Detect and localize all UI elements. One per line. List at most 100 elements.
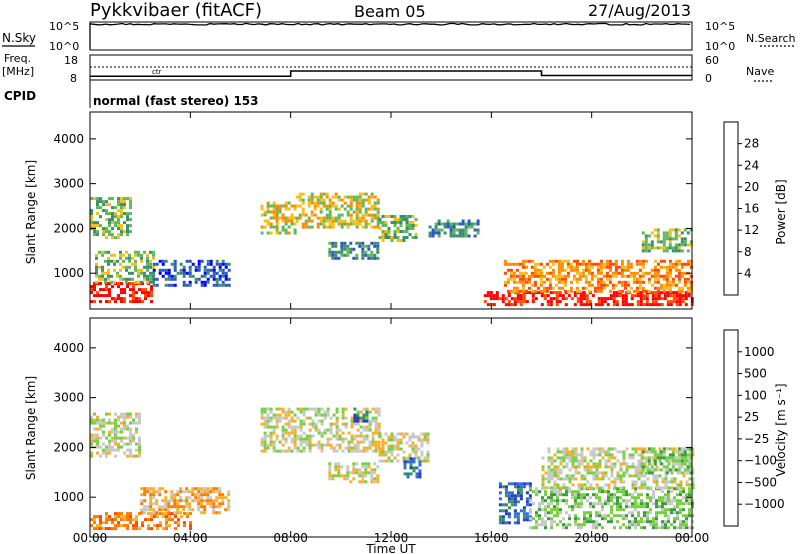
heatmap-cell	[525, 497, 529, 501]
heatmap-cell	[384, 230, 388, 233]
heatmap-cell	[364, 244, 368, 248]
heatmap-cell	[676, 483, 680, 487]
heatmap-cell	[529, 508, 532, 512]
heatmap-cell	[393, 435, 397, 439]
heatmap-cell	[284, 207, 288, 211]
heatmap-cell	[120, 288, 123, 292]
heatmap-cell	[631, 480, 635, 484]
heatmap-cell	[364, 192, 368, 196]
heatmap-cell	[446, 222, 450, 226]
heatmap-cell	[399, 239, 403, 242]
heatmap-cell	[272, 443, 276, 447]
heatmap-cell	[272, 225, 276, 229]
heatmap-cell	[227, 502, 231, 506]
heatmap-cell	[550, 499, 553, 503]
heatmap-cell	[638, 262, 642, 266]
heatmap-cell	[161, 259, 165, 263]
heatmap-cell	[343, 241, 347, 245]
heatmap-cell	[437, 231, 441, 235]
heatmap-cell	[355, 471, 359, 475]
heatmap-cell	[174, 521, 177, 525]
heatmap-cell	[120, 415, 123, 419]
heatmap-cell	[364, 198, 368, 202]
heatmap-cell	[263, 449, 267, 453]
x-axis-label: Time UT	[365, 542, 416, 554]
heatmap-cell	[224, 262, 228, 266]
heatmap-cell	[679, 502, 682, 506]
heatmap-cell	[671, 246, 675, 250]
heatmap-cell	[390, 444, 394, 448]
heatmap-cell	[563, 259, 567, 263]
heatmap-cell	[329, 437, 333, 441]
heatmap-cell	[568, 459, 572, 463]
heatmap-cell	[507, 500, 511, 504]
heatmap-cell	[152, 511, 156, 515]
heatmap-cell	[571, 490, 574, 494]
heatmap-cell	[346, 477, 350, 481]
heatmap-cell	[673, 499, 676, 503]
heatmap-cell	[647, 462, 651, 466]
heatmap-cell	[131, 256, 134, 260]
heatmap-cell	[347, 446, 351, 450]
heatmap-cell	[664, 477, 668, 481]
heatmap-cell	[689, 286, 693, 290]
heatmap-cell	[131, 271, 134, 275]
heatmap-cell	[549, 291, 553, 295]
heatmap-cell	[686, 249, 690, 253]
heatmap-cell	[678, 297, 682, 301]
heatmap-cell	[376, 225, 380, 229]
heatmap-cell	[598, 471, 602, 475]
heatmap-cell	[595, 483, 599, 487]
heatmap-cell	[374, 440, 378, 444]
heatmap-cell	[606, 297, 610, 301]
x-tick-label: 20:00	[574, 531, 609, 545]
heatmap-cell	[266, 443, 270, 447]
heatmap-cell	[123, 288, 126, 292]
heatmap-cell	[646, 520, 649, 524]
heatmap-cell	[619, 465, 623, 469]
heatmap-cell	[293, 204, 297, 208]
heatmap-cell	[647, 450, 651, 454]
heatmap-cell	[105, 436, 108, 440]
heatmap-cell	[589, 517, 592, 521]
heatmap-cell	[371, 440, 375, 444]
heatmap-cell	[555, 294, 559, 298]
heatmap-cell	[311, 434, 315, 438]
heatmap-cell	[595, 462, 599, 466]
heatmap-cell	[194, 493, 198, 497]
heatmap-cell	[269, 431, 273, 435]
heatmap-cell	[403, 472, 407, 476]
heatmap-cell	[634, 490, 637, 494]
heatmap-cell	[627, 303, 631, 307]
heatmap-cell	[590, 283, 594, 287]
heatmap-cell	[153, 524, 156, 528]
heatmap-cell	[613, 447, 617, 451]
heatmap-cell	[341, 437, 345, 441]
heatmap-cell	[677, 280, 681, 284]
heatmap-cell	[343, 201, 347, 205]
heatmap-cell	[635, 262, 639, 266]
heatmap-cell	[108, 445, 111, 449]
heatmap-cell	[671, 280, 675, 284]
heatmap-cell	[579, 297, 583, 301]
heatmap-cell	[531, 297, 535, 301]
heatmap-cell	[310, 213, 314, 217]
heatmap-cell	[561, 297, 565, 301]
heatmap-cell	[547, 450, 551, 454]
heatmap-cell	[344, 422, 348, 426]
heatmap-cell	[630, 294, 634, 298]
heatmap-cell	[417, 435, 421, 439]
heatmap-cell	[123, 418, 126, 422]
heatmap-cell	[510, 503, 514, 507]
heatmap-cell	[622, 517, 625, 521]
heatmap-cell	[101, 253, 104, 257]
heatmap-cell	[275, 231, 279, 235]
heatmap-cell	[580, 486, 584, 490]
heatmap-cell	[311, 422, 315, 426]
heatmap-cell	[617, 271, 621, 275]
heatmap-cell	[334, 219, 338, 223]
heatmap-cell	[590, 265, 594, 269]
heatmap-cell	[568, 453, 572, 457]
heatmap-cell	[560, 259, 564, 263]
heatmap-cell	[674, 237, 678, 241]
